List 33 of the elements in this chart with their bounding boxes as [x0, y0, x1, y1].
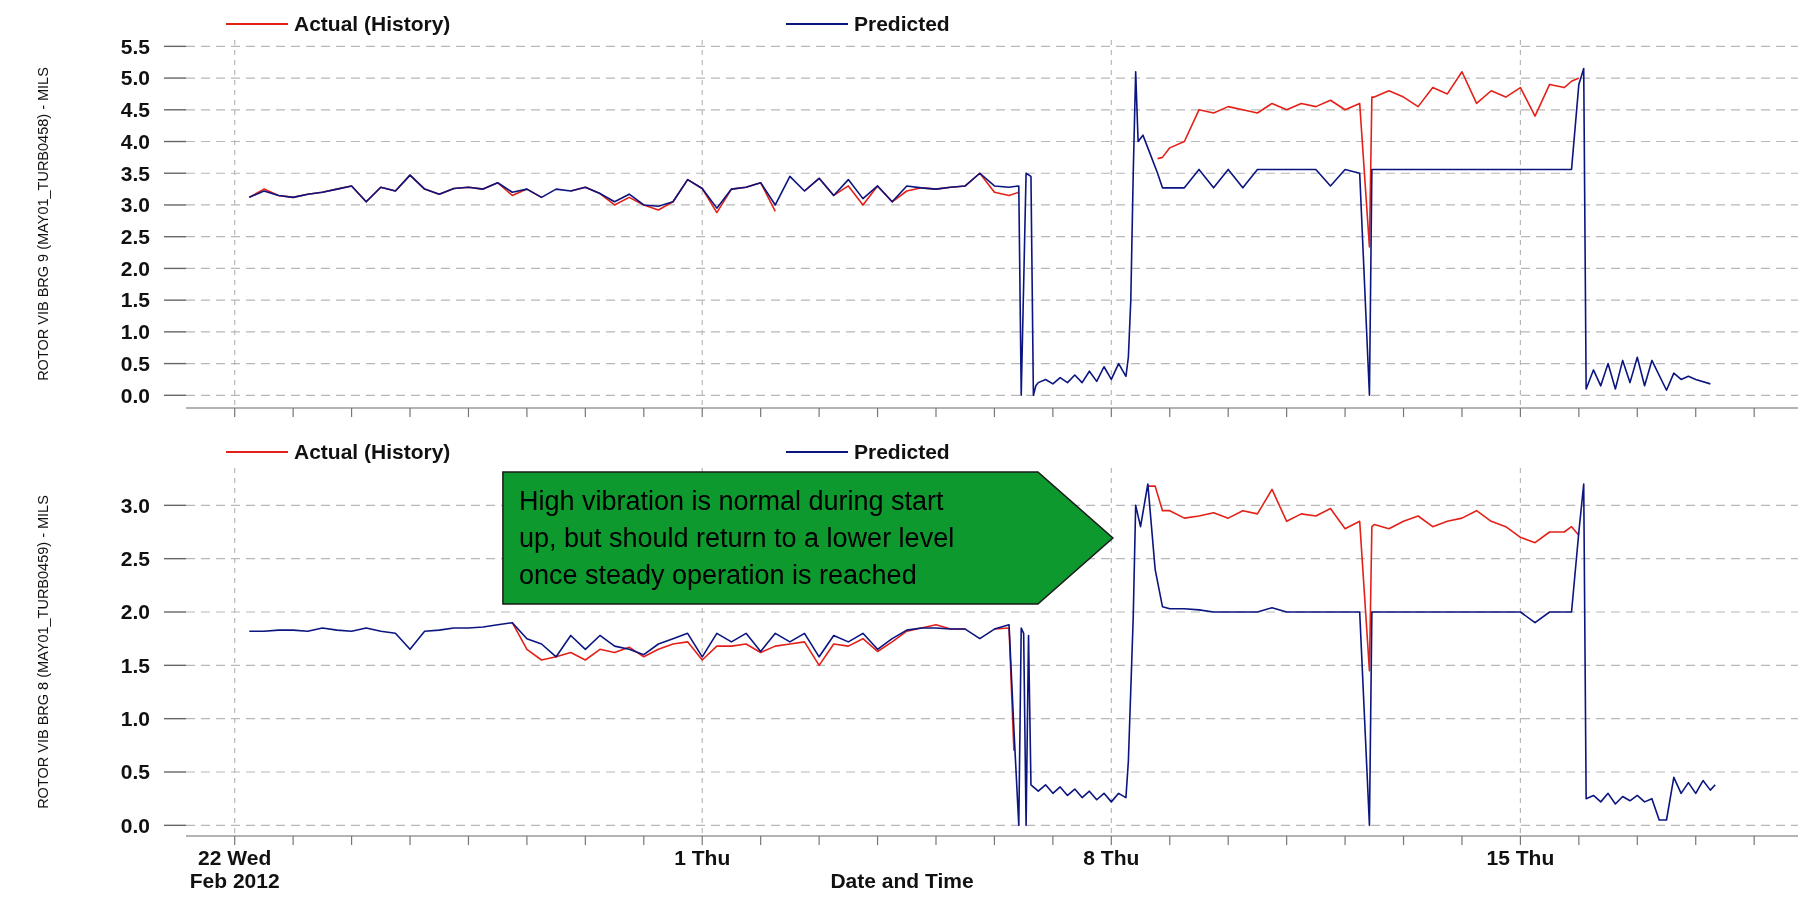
legend-label: Predicted — [854, 12, 950, 36]
legend-label: Predicted — [854, 440, 950, 464]
y-axis-title: ROTOR VIB BRG 9 (MAY01_TURB0458) - MILS — [35, 67, 51, 381]
y-axis-title: ROTOR VIB BRG 8 (MAY01_TURB0459) - MILS — [35, 495, 51, 809]
y-tick-label: 4.0 — [120, 129, 150, 153]
y-tick-label: 3.0 — [120, 193, 150, 217]
annotation: High vibration is normal during start up, but should return to a lower level once steady operation is reached — [518, 486, 955, 591]
line-series — [248, 483, 1717, 827]
y-tick-label: 3.0 — [120, 493, 150, 517]
y-tick-label: 0.5 — [120, 351, 151, 375]
y-tick-label: 0.0 — [120, 383, 150, 407]
x-tick-label: 15 Thu — [1486, 846, 1555, 869]
x-tick-label: 22 Wed Feb 2012 — [189, 846, 280, 892]
legend-label: Actual (History) — [294, 440, 451, 464]
y-tick-label: 2.5 — [120, 225, 151, 249]
y-tick-label: 1.5 — [120, 288, 151, 312]
y-tick-label: 2.0 — [120, 256, 150, 280]
x-tick-label: 1 Thu — [674, 846, 731, 869]
y-tick-label: 2.0 — [120, 600, 150, 624]
y-tick-label: 1.0 — [120, 320, 150, 344]
y-tick-label: 2.5 — [120, 547, 151, 571]
y-tick-label: 4.5 — [120, 98, 151, 122]
y-tick-label: 5.0 — [120, 66, 150, 90]
line-series — [248, 67, 1712, 397]
y-tick-label: 0.5 — [120, 760, 151, 784]
y-tick-label: 1.5 — [120, 653, 151, 677]
y-tick-label: 0.0 — [120, 813, 150, 837]
y-tick-label: 3.5 — [120, 161, 151, 185]
x-axis-title: Date and Time — [830, 869, 974, 892]
y-tick-label: 1.0 — [120, 707, 150, 731]
x-tick-label: 8 Thu — [1083, 846, 1140, 869]
legend-label: Actual (History) — [294, 12, 451, 36]
y-tick-label: 5.5 — [120, 34, 151, 58]
